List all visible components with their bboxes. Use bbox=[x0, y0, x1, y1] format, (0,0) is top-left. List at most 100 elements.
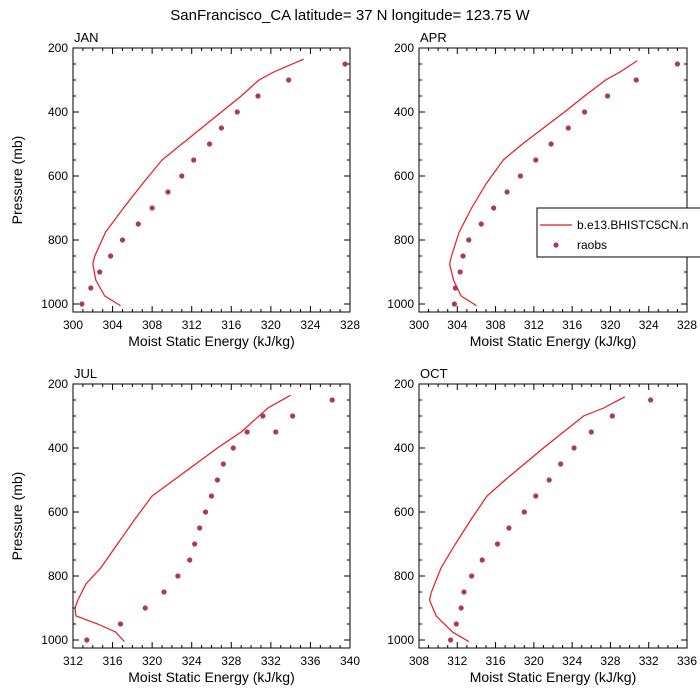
x-tick-label: 340 bbox=[340, 654, 360, 668]
obs-point bbox=[674, 61, 681, 67]
y-tick-label: 1000 bbox=[41, 633, 68, 647]
obs-point bbox=[218, 125, 224, 131]
x-tick-label: 336 bbox=[300, 654, 320, 668]
model-profile-line bbox=[448, 60, 638, 307]
y-tick-label: 800 bbox=[48, 569, 68, 583]
x-tick-label: 332 bbox=[261, 654, 281, 668]
x-tick-label: 328 bbox=[340, 318, 360, 332]
panel-label: APR bbox=[420, 30, 447, 45]
panel-label: JUL bbox=[74, 366, 97, 381]
x-axis-label: Moist Static Energy (kJ/kg) bbox=[128, 669, 295, 685]
x-tick-label: 308 bbox=[409, 654, 429, 668]
y-axis-label: Pressure (mb) bbox=[9, 136, 25, 225]
panel-label: JAN bbox=[74, 30, 99, 45]
obs-point bbox=[119, 237, 126, 243]
panel-label: OCT bbox=[420, 366, 448, 381]
obs-point bbox=[460, 253, 466, 259]
obs-point bbox=[588, 429, 594, 435]
legend-box bbox=[536, 207, 700, 258]
obs-point bbox=[117, 621, 124, 627]
obs-point bbox=[142, 605, 148, 611]
obs-point bbox=[329, 397, 335, 403]
x-tick-label: 304 bbox=[103, 318, 123, 332]
x-tick-label: 316 bbox=[103, 654, 123, 668]
y-tick-label: 800 bbox=[48, 233, 68, 247]
x-tick-label: 320 bbox=[600, 318, 620, 332]
chart-panel-jul: JUL 312 316 320 324 328 332 336 340 200 400 600 800 1… bbox=[9, 366, 360, 685]
obs-point bbox=[517, 173, 524, 179]
obs-point bbox=[604, 93, 611, 99]
x-tick-label: 316 bbox=[562, 318, 582, 332]
obs-point bbox=[208, 493, 215, 499]
obs-point bbox=[290, 413, 296, 419]
y-tick-label: 600 bbox=[48, 505, 68, 519]
y-axis-label: Pressure (mb) bbox=[9, 472, 25, 561]
obs-point bbox=[273, 429, 279, 435]
obs-point bbox=[220, 461, 226, 467]
x-axis-label: Moist Static Energy (kJ/kg) bbox=[128, 333, 295, 349]
x-tick-label: 336 bbox=[677, 654, 697, 668]
obs-point bbox=[342, 61, 348, 67]
obs-point bbox=[461, 589, 467, 595]
x-tick-label: 304 bbox=[447, 318, 467, 332]
y-tick-label: 400 bbox=[394, 441, 414, 455]
model-profile-line bbox=[92, 58, 304, 307]
obs-point bbox=[107, 253, 114, 259]
obs-point bbox=[214, 477, 221, 483]
x-tick-label: 312 bbox=[447, 654, 467, 668]
x-axis-label: Moist Static Energy (kJ/kg) bbox=[470, 669, 637, 685]
x-tick-label: 332 bbox=[639, 654, 659, 668]
y-tick-label: 400 bbox=[394, 105, 414, 119]
y-tick-label: 800 bbox=[394, 569, 414, 583]
obs-point bbox=[648, 397, 654, 403]
y-tick-label: 400 bbox=[48, 105, 68, 119]
obs-point bbox=[197, 525, 203, 531]
model-profile-line bbox=[428, 396, 626, 643]
x-tick-label: 300 bbox=[409, 318, 429, 332]
y-tick-label: 800 bbox=[394, 233, 414, 247]
y-tick-label: 200 bbox=[48, 41, 68, 55]
figure-title: SanFrancisco_CA latitude= 37 N longitude… bbox=[170, 7, 530, 24]
y-tick-label: 600 bbox=[48, 169, 68, 183]
x-tick-label: 312 bbox=[182, 318, 202, 332]
obs-point bbox=[521, 509, 527, 515]
x-tick-label: 308 bbox=[486, 318, 506, 332]
obs-point bbox=[447, 637, 454, 643]
obs-point bbox=[451, 301, 458, 307]
y-tick-label: 200 bbox=[394, 377, 414, 391]
chart-panel-apr: APR 300 304 308 312 316 320 324 328 200 400 600 800 1… bbox=[387, 30, 697, 349]
obs-point bbox=[88, 285, 94, 291]
obs-point bbox=[546, 477, 552, 483]
y-tick-label: 400 bbox=[48, 441, 68, 455]
obs-point bbox=[206, 141, 213, 147]
obs-point bbox=[260, 413, 266, 419]
y-tick-label: 600 bbox=[394, 169, 414, 183]
x-axis-label: Moist Static Energy (kJ/kg) bbox=[470, 333, 637, 349]
legend: b.e13.BHISTC5CN.n raobs bbox=[536, 207, 700, 258]
y-tick-label: 1000 bbox=[387, 297, 414, 311]
x-tick-label: 324 bbox=[639, 318, 659, 332]
chart-panel-jan: JAN 300 304 308 312 316 320 324 328 200 400 600 800 1… bbox=[9, 30, 360, 349]
obs-point bbox=[466, 237, 472, 243]
obs-point bbox=[491, 205, 497, 211]
legend-entry-label: raobs bbox=[577, 238, 607, 252]
x-tick-label: 300 bbox=[63, 318, 83, 332]
obs-point bbox=[457, 269, 463, 275]
obs-point bbox=[558, 461, 564, 467]
obs-point bbox=[609, 413, 615, 419]
x-tick-label: 324 bbox=[182, 654, 202, 668]
model-profile-line bbox=[74, 394, 291, 643]
plot-frame bbox=[72, 383, 351, 649]
obs-point bbox=[548, 141, 554, 147]
legend-marker-swatch bbox=[553, 242, 559, 248]
y-tick-label: 600 bbox=[394, 505, 414, 519]
x-tick-label: 312 bbox=[524, 318, 544, 332]
x-tick-label: 308 bbox=[142, 318, 162, 332]
obs-point bbox=[533, 157, 539, 163]
x-tick-label: 320 bbox=[524, 654, 544, 668]
obs-point bbox=[97, 269, 103, 275]
obs-point bbox=[230, 445, 236, 451]
chart-panels: JAN 300 304 308 312 316 320 324 328 200 400 600 800 1… bbox=[9, 30, 697, 685]
obs-point bbox=[506, 525, 512, 531]
obs-point bbox=[479, 557, 485, 563]
